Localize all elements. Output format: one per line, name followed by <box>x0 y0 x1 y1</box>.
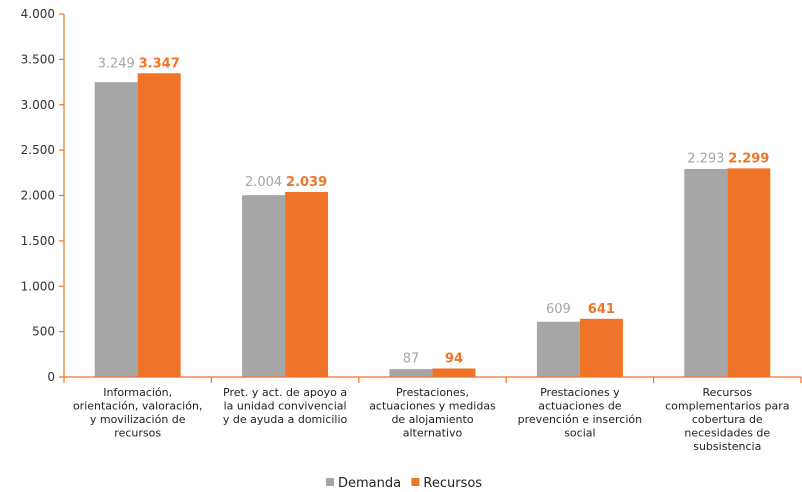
y-tick-label: 1.000 <box>21 279 55 293</box>
data-label-demanda: 87 <box>403 351 420 366</box>
category-label: Recursos complementarios para cobertura de… <box>665 386 789 453</box>
data-label-demanda: 2.293 <box>687 151 724 166</box>
data-label-recursos: 2.299 <box>728 151 769 166</box>
category-label: Prestaciones y actuaciones de prevención e… <box>518 386 642 440</box>
y-tick-label: 4.000 <box>21 7 55 21</box>
legend-label-demanda: Demanda <box>338 476 401 491</box>
bar-recursos <box>285 191 329 377</box>
y-tick-label: 500 <box>32 325 55 339</box>
data-labels: 3.249 3.347 2.004 2.039 87 94 609 641 2.293 2.299 <box>98 56 770 366</box>
y-tick-label: 3.500 <box>21 52 55 66</box>
bar-demanda <box>242 195 286 377</box>
data-label-demanda: 3.249 <box>98 56 135 71</box>
y-tick-label: 0 <box>47 370 55 384</box>
bar-demanda <box>94 82 138 377</box>
data-label-recursos: 94 <box>445 351 463 366</box>
category-label: Pret. y act. de apoyo a la unidad convive… <box>223 386 348 426</box>
y-axis: 0 500 1.000 1.500 2.000 2.500 3.000 3.500 4.000 <box>21 7 65 384</box>
y-tick-label: 3.000 <box>21 98 55 112</box>
bar-recursos <box>579 318 623 377</box>
category-label: Prestaciones, actuaciones y medidas de alo… <box>369 386 496 440</box>
data-label-recursos: 2.039 <box>286 175 327 190</box>
legend: Demanda Recursos <box>326 476 482 491</box>
legend-swatch-demanda <box>326 478 334 486</box>
data-label-demanda: 2.004 <box>245 175 282 190</box>
y-tick-label: 1.500 <box>21 234 55 248</box>
data-label-recursos: 641 <box>588 302 615 317</box>
bar-demanda <box>536 321 580 377</box>
bar-demanda <box>684 168 728 377</box>
bar-recursos <box>432 368 476 377</box>
data-label-recursos: 3.347 <box>139 56 180 71</box>
y-tick-label: 2.500 <box>21 143 55 157</box>
legend-label-recursos: Recursos <box>423 476 482 491</box>
legend-swatch-recursos <box>411 478 420 486</box>
y-tick-label: 2.000 <box>21 189 55 203</box>
category-label: Información, orientación, valoración, y mo… <box>73 386 203 440</box>
x-axis: Información, orientación, valoración, y mo… <box>63 376 802 453</box>
bars <box>94 73 771 377</box>
bar-demanda <box>389 369 433 377</box>
bar-recursos <box>727 168 771 377</box>
bar-recursos <box>137 73 181 377</box>
data-label-demanda: 609 <box>546 302 571 317</box>
